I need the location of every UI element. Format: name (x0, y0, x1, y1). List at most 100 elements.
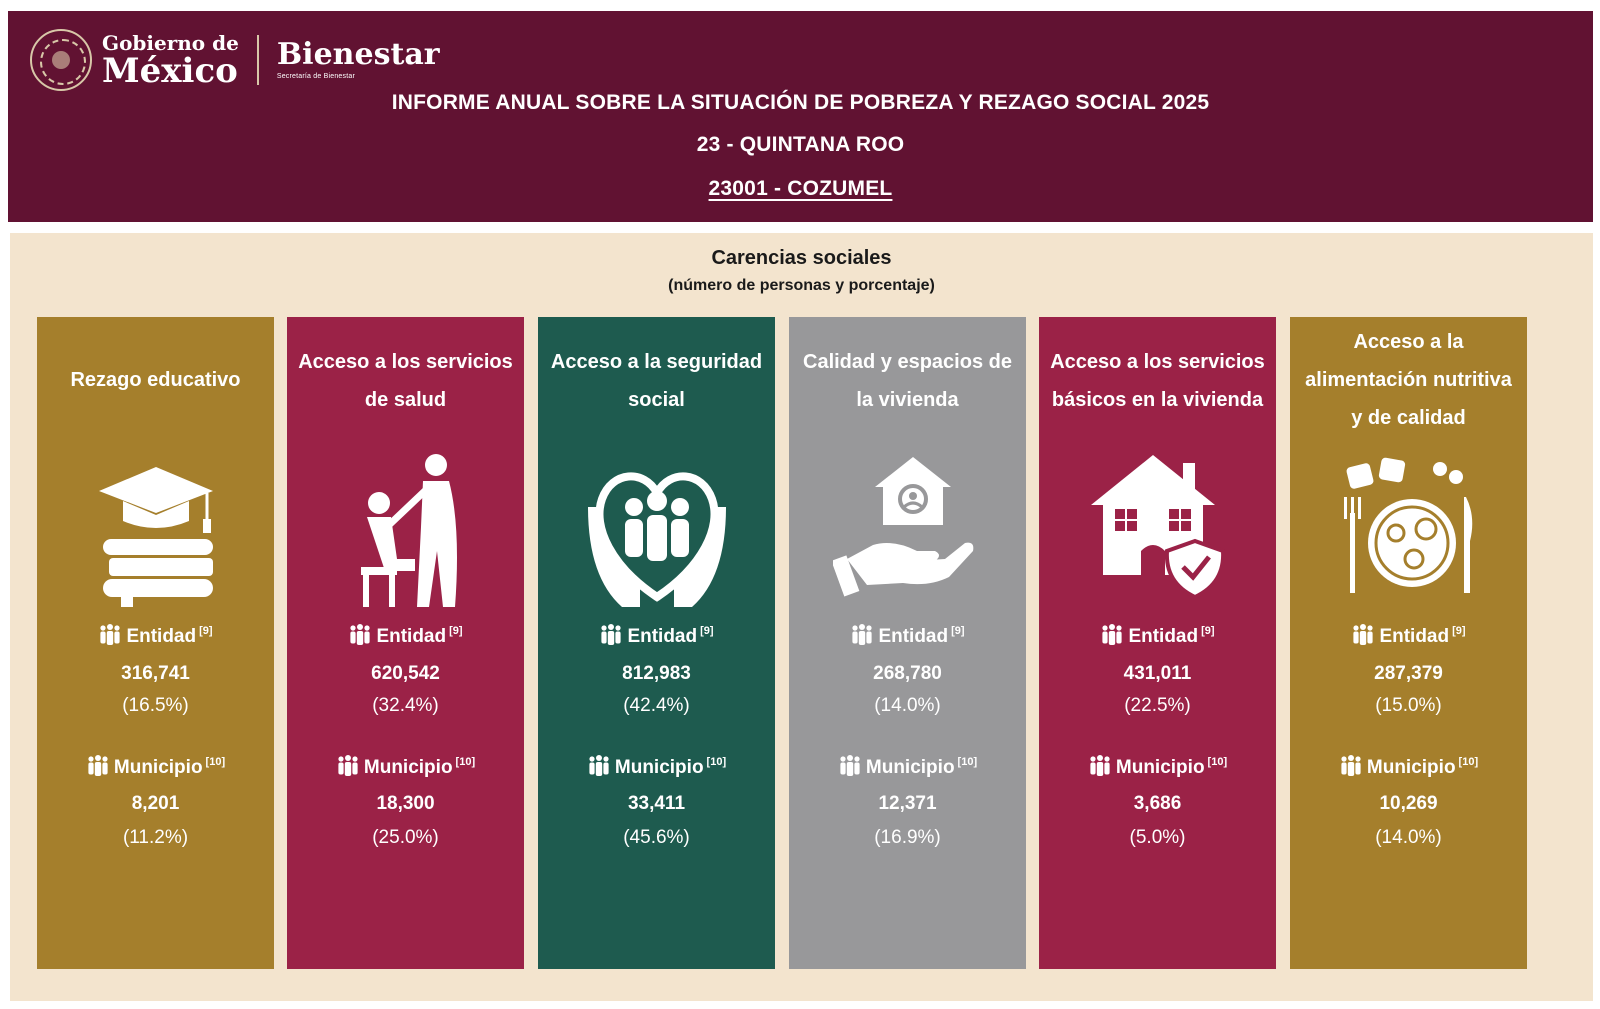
entidad-value: 812,983 (622, 663, 691, 684)
card-title: Acceso a los servicios de salud (295, 343, 516, 419)
municipio-percent: (25.0%) (372, 827, 439, 848)
bienestar-name: Bienestar (276, 37, 440, 72)
municipio-value: 8,201 (131, 793, 180, 814)
municipio-percent: (5.0%) (1129, 827, 1186, 848)
card-title-line: Acceso a los servicios (1050, 351, 1265, 373)
people-icon (850, 623, 878, 651)
card-title: Acceso a la seguridad social (546, 343, 767, 419)
municipio-label-text: Municipio (614, 757, 704, 778)
entidad-label-text: Entidad (126, 626, 197, 647)
people-icon (1088, 754, 1116, 782)
entidad-value: 316,741 (121, 663, 190, 684)
entidad-label: Entidad [9] (37, 623, 274, 651)
municipio-percent: (16.9%) (874, 827, 941, 848)
people-icon (599, 623, 627, 651)
municipio-value: 10,269 (1379, 793, 1438, 814)
bienestar-subtitle: Secretaría de Bienestar (276, 73, 355, 80)
deprivation-card: Rezago educativo Entidad [9] 316,741 (16… (37, 317, 274, 969)
entidad-percent: (22.5%) (1124, 695, 1191, 716)
municipio-label: Municipio [10] (1039, 754, 1276, 782)
card-title-line: alimentación nutritiva (1305, 369, 1512, 391)
section-title: Carencias sociales (711, 247, 892, 269)
entidad-label-text: Entidad (1379, 626, 1450, 647)
municipio-label: Municipio [10] (37, 754, 274, 782)
gobierno-wordmark: Gobierno de México (102, 33, 239, 88)
entidad-label: Entidad [9] (789, 623, 1026, 651)
people-icon (98, 623, 126, 651)
people-icon (336, 754, 364, 782)
municipio-value: 3,686 (1133, 793, 1182, 814)
municipio-label-text: Municipio (363, 757, 453, 778)
social-deprivation-panel: Carencias sociales (número de personas y… (10, 233, 1593, 1001)
municipio-footnote-ref: [10] (1458, 756, 1479, 768)
entidad-label: Entidad [9] (287, 623, 524, 651)
entidad-percent: (32.4%) (372, 695, 439, 716)
municipio-label: Municipio [10] (287, 754, 524, 782)
entidad-footnote-ref: [9] (449, 625, 463, 637)
municipio-label: Municipio [10] (1290, 754, 1527, 782)
card-title-line: y de calidad (1351, 407, 1466, 429)
people-icon (1100, 623, 1128, 651)
entidad-label: Entidad [9] (538, 623, 775, 651)
entidad-footnote-ref: [9] (951, 625, 965, 637)
card-title: Rezago educativo (45, 361, 266, 399)
health-caregiver-icon (331, 447, 481, 607)
entidad-footnote-ref: [9] (1201, 625, 1215, 637)
entidad-value: 268,780 (873, 663, 942, 684)
card-title: Acceso a la alimentación nutritiva y de ca… (1298, 323, 1519, 437)
card-title-line: Acceso a los servicios (298, 351, 513, 373)
hand-house-icon (830, 447, 983, 607)
entidad-footnote-ref: [9] (199, 625, 213, 637)
card-title-line: Calidad y espacios de (803, 351, 1012, 373)
state-label: 23 - QUINTANA ROO (696, 133, 905, 156)
card-title-line: social (628, 389, 685, 411)
municipio-label-text: Municipio (865, 757, 955, 778)
entidad-percent: (14.0%) (874, 695, 941, 716)
government-logo: Gobierno de México Bienestar Secretaría … (30, 25, 440, 95)
plate-fork-knife-icon (1334, 447, 1484, 607)
gobierno-line2: México (102, 50, 238, 91)
municipality-link[interactable]: 23001 - COZUMEL (708, 177, 893, 200)
entidad-value: 620,542 (371, 663, 440, 684)
people-icon (86, 754, 114, 782)
people-icon (1339, 754, 1367, 782)
card-title-line: Acceso a la (1353, 331, 1464, 353)
people-icon (587, 754, 615, 782)
entidad-label-text: Entidad (1128, 626, 1199, 647)
municipio-percent: (14.0%) (1375, 827, 1442, 848)
entidad-label: Entidad [9] (1039, 623, 1276, 651)
municipio-footnote-ref: [10] (957, 756, 978, 768)
deprivation-card: Acceso a la alimentación nutritiva y de ca… (1290, 317, 1527, 969)
municipio-label-text: Municipio (113, 757, 203, 778)
entidad-value: 431,011 (1123, 663, 1192, 684)
card-title: Calidad y espacios de la vivienda (797, 343, 1018, 419)
municipio-footnote-ref: [10] (1207, 756, 1228, 768)
entidad-label-text: Entidad (376, 626, 447, 647)
entidad-percent: (42.4%) (623, 695, 690, 716)
municipio-percent: (45.6%) (623, 827, 690, 848)
municipio-footnote-ref: [10] (205, 756, 226, 768)
bienestar-wordmark: Bienestar Secretaría de Bienestar (276, 37, 440, 81)
entidad-label-text: Entidad (627, 626, 698, 647)
entidad-label: Entidad [9] (1290, 623, 1527, 651)
graduation-cap-books-icon (81, 447, 231, 607)
card-title-line: de salud (364, 389, 447, 411)
card-title-line: la vivienda (856, 389, 959, 411)
card-title-line: Acceso a la seguridad (550, 351, 763, 373)
card-title-line: básicos en la vivienda (1051, 389, 1264, 411)
entidad-footnote-ref: [9] (1452, 625, 1466, 637)
deprivation-card: Calidad y espacios de la vivienda Entidad… (789, 317, 1026, 969)
logo-divider (256, 35, 259, 85)
municipio-value: 33,411 (627, 793, 686, 814)
municipio-label-text: Municipio (1115, 757, 1205, 778)
municipio-value: 12,371 (878, 793, 937, 814)
municipio-value: 18,300 (376, 793, 435, 814)
people-icon (1351, 623, 1379, 651)
municipio-label-text: Municipio (1366, 757, 1456, 778)
people-icon (838, 754, 866, 782)
report-header: Gobierno de México Bienestar Secretaría … (8, 11, 1593, 222)
deprivation-card: Acceso a los servicios de salud Entidad [… (287, 317, 524, 969)
report-title: INFORME ANUAL SOBRE LA SITUACIÓN DE POBR… (391, 91, 1210, 114)
entidad-percent: (16.5%) (122, 695, 189, 716)
municipio-percent: (11.2%) (122, 827, 189, 848)
